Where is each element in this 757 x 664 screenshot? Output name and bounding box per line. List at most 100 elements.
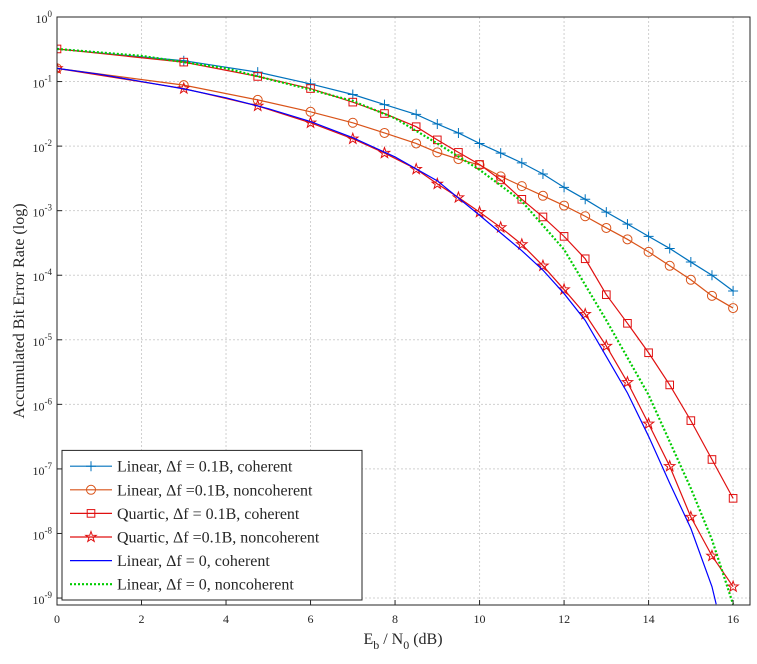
marker <box>496 175 505 185</box>
marker <box>432 147 443 158</box>
y-tick-label: 10-7 <box>33 461 53 478</box>
marker <box>475 160 484 169</box>
marker <box>537 190 548 201</box>
marker <box>179 57 189 67</box>
marker <box>559 200 570 211</box>
series-line <box>57 47 735 605</box>
marker <box>409 162 423 175</box>
marker <box>517 195 527 204</box>
series-line <box>57 48 734 292</box>
marker <box>580 211 591 222</box>
marker <box>705 548 719 562</box>
marker <box>453 127 464 138</box>
marker <box>578 307 592 320</box>
marker <box>706 270 717 281</box>
y-tick-label: 10-6 <box>33 396 53 413</box>
y-tick-label: 10-4 <box>33 267 53 284</box>
marker <box>622 219 633 230</box>
marker <box>641 416 656 430</box>
marker <box>602 290 611 299</box>
x-tick-label: 16 <box>727 612 739 626</box>
y-axis-label: Accumulated Bit Error Rate (log) <box>11 203 28 418</box>
marker <box>516 181 527 192</box>
marker <box>474 138 485 149</box>
y-tick-label: 10-9 <box>33 590 53 607</box>
grid <box>56 16 750 605</box>
marker <box>451 190 466 204</box>
marker <box>664 243 675 254</box>
marker <box>599 339 614 352</box>
x-tick-label: 14 <box>643 612 655 626</box>
marker <box>623 319 632 328</box>
marker <box>706 290 717 301</box>
legend-label: Linear, Δf = 0, coherent <box>117 553 270 570</box>
marker <box>538 212 548 222</box>
marker <box>643 231 654 242</box>
marker <box>559 182 570 193</box>
marker <box>494 220 508 234</box>
series-line <box>57 67 717 605</box>
marker <box>57 63 62 74</box>
marker <box>86 461 96 472</box>
marker <box>377 146 392 159</box>
marker <box>580 254 590 264</box>
series-group <box>57 43 740 605</box>
marker <box>253 72 263 81</box>
marker <box>84 529 98 543</box>
marker <box>664 260 675 271</box>
marker <box>728 494 738 503</box>
y-tick-label: 10-5 <box>33 332 53 349</box>
x-tick-label: 12 <box>558 612 570 626</box>
x-tick-label: 6 <box>308 612 314 626</box>
marker <box>643 246 654 257</box>
marker <box>347 117 358 128</box>
x-tick-label: 8 <box>392 612 398 626</box>
x-axis-label: Eb / N0 (dB) <box>363 631 442 652</box>
marker <box>726 579 740 593</box>
marker <box>472 205 487 218</box>
marker <box>177 81 191 95</box>
marker <box>86 509 96 518</box>
marker <box>728 303 739 314</box>
marker <box>601 222 612 233</box>
marker <box>557 282 571 296</box>
marker <box>432 119 443 130</box>
marker <box>411 138 422 149</box>
series-line <box>57 48 734 499</box>
marker <box>495 148 506 159</box>
marker <box>379 127 390 138</box>
legend-label: Quartic, Δf = 0.1B, coherent <box>117 506 300 523</box>
marker <box>620 375 635 388</box>
legend-label: Linear, Δf = 0, noncoherent <box>117 577 294 594</box>
marker <box>665 380 675 390</box>
marker <box>251 98 265 112</box>
marker <box>252 94 263 105</box>
legend-label: Linear, Δf =0.1B, noncoherent <box>117 482 313 499</box>
marker <box>644 348 653 358</box>
series-line <box>57 67 734 309</box>
marker <box>516 157 527 168</box>
x-tick-label: 2 <box>139 612 145 626</box>
marker <box>57 61 64 75</box>
y-tick-label: 10-8 <box>33 525 53 542</box>
marker <box>686 416 696 425</box>
marker <box>707 455 717 464</box>
marker <box>305 78 316 89</box>
marker <box>252 67 263 78</box>
marker <box>303 115 318 129</box>
marker <box>515 237 529 251</box>
x-tick-label: 4 <box>223 612 229 626</box>
marker <box>430 176 444 190</box>
y-tick-label: 10-3 <box>33 203 53 220</box>
marker <box>728 285 739 296</box>
marker <box>580 194 591 205</box>
x-tick-label: 10 <box>474 612 486 626</box>
y-tick-label: 10-2 <box>33 138 53 155</box>
marker <box>537 168 548 179</box>
marker <box>411 122 421 131</box>
marker <box>684 509 698 523</box>
marker <box>622 234 633 245</box>
marker <box>685 257 696 268</box>
marker <box>559 232 569 241</box>
